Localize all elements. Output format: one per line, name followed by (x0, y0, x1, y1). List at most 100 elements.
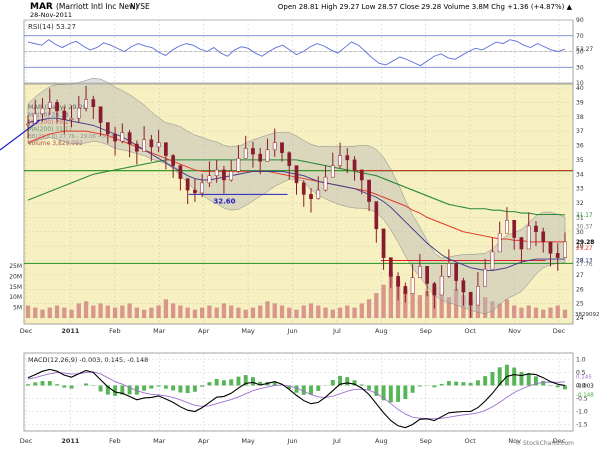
volume-bar (541, 309, 546, 318)
x-tick-label: Dec (553, 437, 566, 445)
price-candle-body (69, 117, 74, 120)
macd-histogram-bar (47, 381, 52, 386)
volume-bar (555, 305, 560, 318)
macd-histogram-bar (105, 385, 110, 395)
volume-bar (533, 307, 539, 318)
rsi-y-tick: 50 (576, 49, 584, 56)
volume-bar (272, 303, 277, 318)
price-candle-body (287, 152, 292, 166)
price-candle-body (330, 165, 335, 178)
price-y-tick: 30 (576, 229, 584, 236)
price-candle-body (229, 171, 234, 181)
price-candle-body (497, 232, 502, 253)
macd-histogram-bar (367, 385, 372, 390)
price-y-tick: 31 (576, 214, 584, 221)
price-candle-body (483, 268, 488, 287)
volume-bar (475, 293, 481, 318)
price-candle-body (76, 107, 81, 119)
price-candle-body (207, 175, 212, 184)
volume-bar (105, 305, 110, 318)
x-tick-label: Jul (332, 437, 341, 445)
macd-histogram-bar (243, 375, 248, 386)
price-candle-body (454, 263, 458, 281)
macd-y-tick: -1.5 (576, 422, 588, 429)
volume-bar (287, 307, 292, 318)
macd-histogram-bar (483, 376, 488, 386)
price-candle-body (425, 266, 429, 284)
volume-bar (40, 309, 45, 318)
price-candle-body (258, 153, 263, 162)
volume-bar (504, 299, 510, 318)
price-candle-body (98, 106, 103, 123)
volume-bar (512, 305, 517, 318)
macd-histogram-bar (62, 385, 67, 388)
price-candle-body (476, 286, 480, 306)
macd-histogram-bar (287, 385, 292, 389)
macd-y-tick: 1.0 (576, 357, 586, 364)
x-tick-label: Feb (109, 437, 121, 445)
macd-histogram-bar (178, 385, 183, 393)
price-candle-body (505, 220, 509, 234)
price-candle-body (294, 165, 299, 184)
macd-histogram-bar (555, 385, 560, 388)
macd-histogram-bar (338, 375, 343, 386)
price-candle-body (403, 286, 408, 294)
macd-histogram-bar (381, 385, 386, 401)
volume-bar (381, 284, 386, 318)
volume-bar (454, 288, 459, 318)
price-legend-bb: BB(20,2.0) 27.76 - 29.06 - 30.37 (28, 134, 118, 140)
macd-histogram-bar (258, 381, 263, 386)
volume-y-tick: 10M (9, 294, 22, 301)
volume-bar (424, 290, 430, 318)
volume-y-tick: 15M (9, 284, 22, 291)
macd-histogram-bar (250, 377, 255, 386)
price-y-tick: 28 (576, 258, 584, 265)
price-right-label: 30.37 (576, 224, 593, 230)
volume-bar (279, 305, 285, 318)
volume-bar (490, 301, 495, 318)
volume-bar (243, 309, 248, 318)
x-tick-label: Jul (332, 327, 341, 335)
volume-bar (91, 305, 96, 318)
volume-bar (562, 309, 568, 318)
volume-bar (323, 307, 328, 318)
price-y-tick: 27 (576, 272, 584, 279)
macd-histogram-bar (526, 373, 531, 386)
macd-histogram-bar (301, 385, 306, 395)
macd-y-tick: 0.5 (576, 370, 586, 377)
price-candle-body (251, 148, 255, 155)
macd-histogram-bar (388, 385, 393, 403)
price-candle-body (418, 266, 422, 278)
x-tick-label: Oct (465, 437, 477, 445)
price-candle-body (113, 133, 117, 142)
macd-histogram-bar (446, 381, 451, 386)
volume-bar (229, 305, 234, 318)
volume-bar (83, 301, 89, 318)
price-y-tick: 33 (576, 186, 584, 193)
price-candle-body (439, 276, 444, 296)
volume-bar (258, 305, 263, 318)
macd-histogram-bar (417, 385, 422, 387)
macd-histogram-bar (113, 385, 118, 396)
macd-histogram-bar (563, 385, 567, 390)
macd-histogram-bar (33, 382, 38, 386)
price-candle-body (309, 194, 313, 199)
volume-bar (76, 303, 81, 318)
price-candle-body (84, 99, 88, 109)
volume-bar (388, 272, 393, 318)
x-tick-label: 2011 (61, 327, 80, 335)
price-y-tick: 38 (576, 114, 584, 121)
macd-histogram-bar (352, 380, 357, 386)
macd-histogram-bar (185, 385, 190, 394)
price-right-label: 27.76 (576, 262, 593, 268)
price-candle-body (563, 241, 567, 258)
volume-bar (330, 309, 335, 318)
price-candle-body (345, 155, 350, 161)
volume-bar (352, 307, 357, 318)
volume-bar (120, 305, 125, 318)
volume-bar (374, 293, 379, 318)
macd-signal-line (27, 371, 566, 420)
macd-histogram-bar (171, 385, 176, 391)
price-candle-body (243, 148, 248, 159)
price-candle-body (490, 251, 495, 270)
